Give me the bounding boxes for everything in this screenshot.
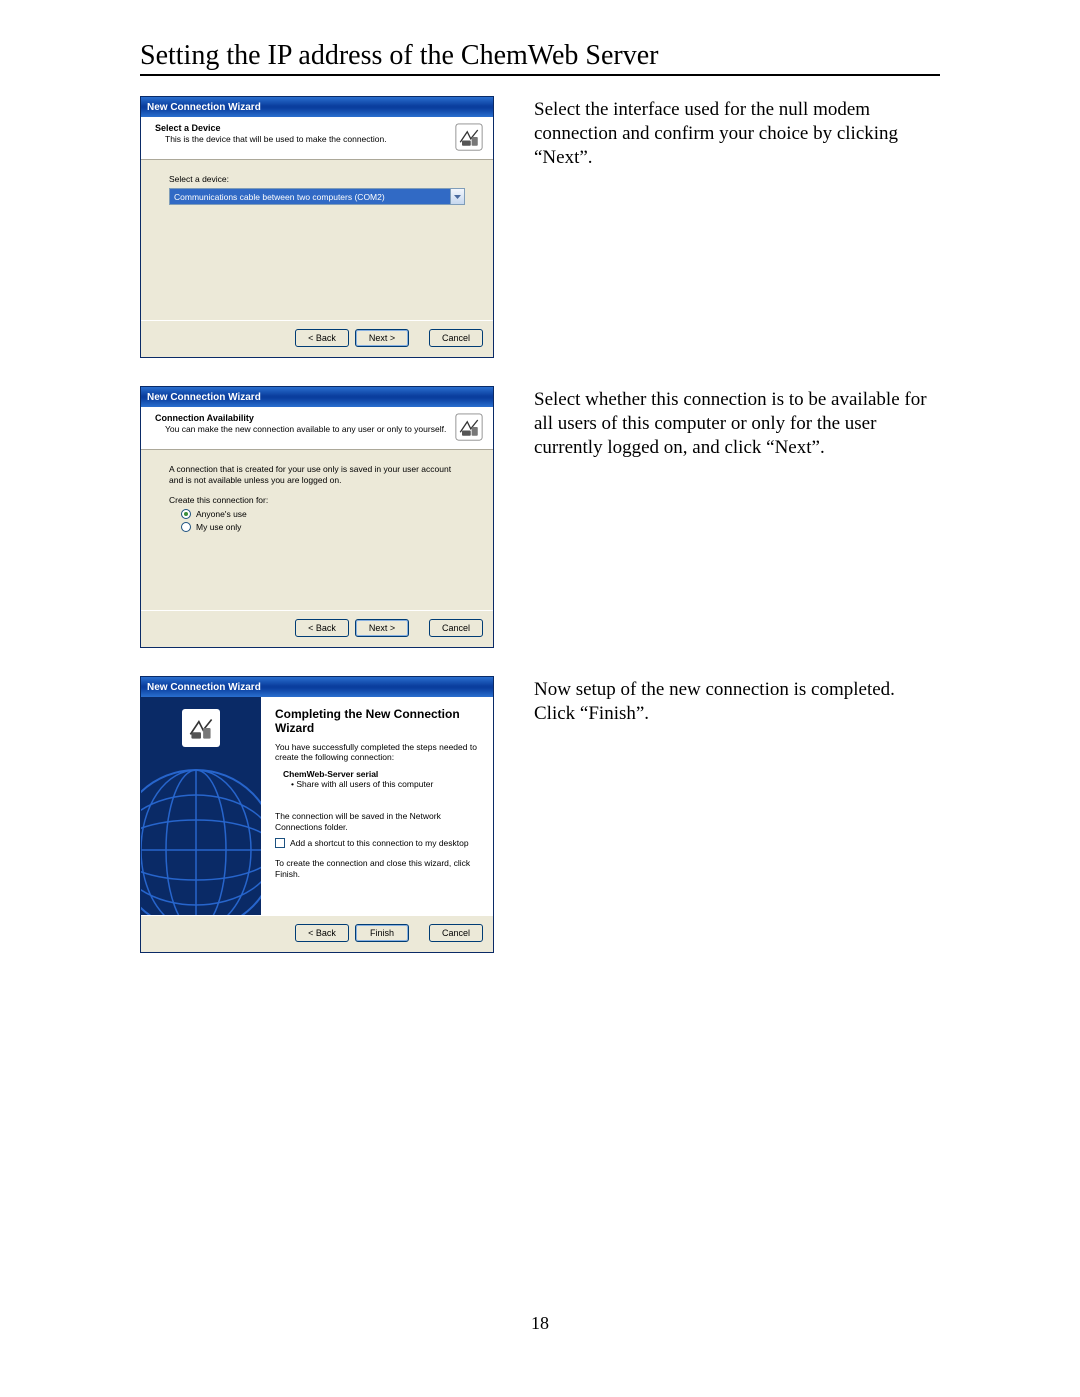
wizard-availability: New Connection Wizard Connection Availab… bbox=[140, 386, 494, 648]
connection-icon bbox=[455, 123, 483, 151]
wizard-titlebar: New Connection Wizard bbox=[141, 387, 493, 407]
radio-my-use[interactable]: My use only bbox=[181, 522, 465, 532]
complete-p2: The connection will be saved in the Netw… bbox=[275, 811, 481, 832]
section-2-description: Select whether this connection is to be … bbox=[534, 386, 940, 459]
wizard-body: Select a device: Communications cable be… bbox=[141, 160, 493, 320]
radio-icon bbox=[181, 509, 191, 519]
section-3: New Connection Wizard bbox=[140, 676, 940, 953]
connection-bullet: • Share with all users of this computer bbox=[291, 779, 481, 789]
section-2: New Connection Wizard Connection Availab… bbox=[140, 386, 940, 648]
wizard-select-device: New Connection Wizard Select a Device Th… bbox=[140, 96, 494, 358]
create-for-label: Create this connection for: bbox=[169, 495, 465, 505]
back-button[interactable]: < Back bbox=[295, 619, 349, 637]
wizard-titlebar: New Connection Wizard bbox=[141, 677, 493, 697]
header-subtitle: This is the device that will be used to … bbox=[155, 134, 449, 144]
radio-label: Anyone's use bbox=[196, 509, 247, 519]
wizard-body: A connection that is created for your us… bbox=[141, 450, 493, 610]
header-title: Select a Device bbox=[155, 123, 449, 133]
complete-title: Completing the New Connection Wizard bbox=[275, 707, 481, 736]
back-button[interactable]: < Back bbox=[295, 924, 349, 942]
device-dropdown[interactable]: Communications cable between two compute… bbox=[169, 188, 465, 205]
connection-name: ChemWeb-Server serial bbox=[283, 769, 481, 779]
next-button[interactable]: Next > bbox=[355, 619, 409, 637]
back-button[interactable]: < Back bbox=[295, 329, 349, 347]
complete-main: Completing the New Connection Wizard You… bbox=[261, 697, 493, 915]
wizard-complete: New Connection Wizard bbox=[140, 676, 494, 953]
section-1-description: Select the interface used for the null m… bbox=[534, 96, 940, 169]
shortcut-checkbox-row[interactable]: Add a shortcut to this connection to my … bbox=[275, 838, 481, 848]
side-panel bbox=[141, 697, 261, 915]
radio-label: My use only bbox=[196, 522, 241, 532]
complete-p3: To create the connection and close this … bbox=[275, 858, 481, 879]
checkbox-icon bbox=[275, 838, 285, 848]
availability-hint: A connection that is created for your us… bbox=[169, 464, 465, 485]
header-subtitle: You can make the new connection availabl… bbox=[155, 424, 449, 434]
complete-p1: You have successfully completed the step… bbox=[275, 742, 481, 763]
radio-icon bbox=[181, 522, 191, 532]
section-1: New Connection Wizard Select a Device Th… bbox=[140, 96, 940, 358]
finish-button[interactable]: Finish bbox=[355, 924, 409, 942]
next-button[interactable]: Next > bbox=[355, 329, 409, 347]
checkbox-label: Add a shortcut to this connection to my … bbox=[290, 838, 469, 848]
page-number: 18 bbox=[140, 1313, 940, 1334]
button-row: < Back Next > Cancel bbox=[141, 320, 493, 357]
cancel-button[interactable]: Cancel bbox=[429, 619, 483, 637]
radio-anyone[interactable]: Anyone's use bbox=[181, 509, 465, 519]
chevron-down-icon[interactable] bbox=[450, 189, 464, 204]
cancel-button[interactable]: Cancel bbox=[429, 329, 483, 347]
device-label: Select a device: bbox=[169, 174, 465, 184]
button-row: < Back Finish Cancel bbox=[141, 915, 493, 952]
button-row: < Back Next > Cancel bbox=[141, 610, 493, 647]
wizard-body: Completing the New Connection Wizard You… bbox=[141, 697, 493, 915]
wizard-header: Connection Availability You can make the… bbox=[141, 407, 493, 450]
dropdown-value: Communications cable between two compute… bbox=[174, 192, 385, 202]
section-3-description: Now setup of the new connection is compl… bbox=[534, 676, 940, 726]
globe-icon bbox=[141, 765, 261, 915]
connection-icon bbox=[182, 709, 220, 747]
wizard-header: Select a Device This is the device that … bbox=[141, 117, 493, 160]
cancel-button[interactable]: Cancel bbox=[429, 924, 483, 942]
wizard-titlebar: New Connection Wizard bbox=[141, 97, 493, 117]
page-title: Setting the IP address of the ChemWeb Se… bbox=[140, 40, 940, 76]
header-title: Connection Availability bbox=[155, 413, 449, 423]
connection-icon bbox=[455, 413, 483, 441]
